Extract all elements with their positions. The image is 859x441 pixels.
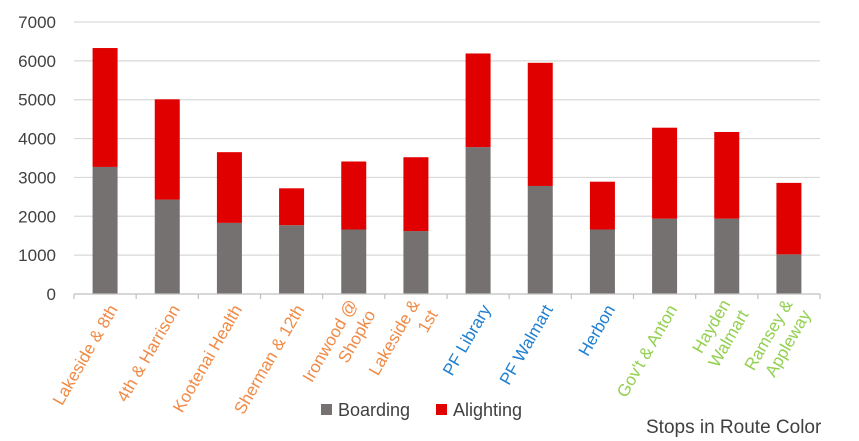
category-label-line: Lakeside & 8th [49, 302, 122, 409]
category-label: Sherman & 12th [230, 302, 308, 418]
bar-alighting [403, 157, 429, 232]
y-tick-label: 4000 [18, 130, 56, 149]
bar-alighting [776, 182, 802, 255]
bar-boarding [279, 225, 305, 294]
bar-alighting [652, 127, 678, 219]
category-label-line: Kootenai Health [169, 302, 246, 416]
legend-label-alighting: Alighting [453, 400, 522, 420]
bar-alighting [589, 181, 615, 230]
y-axis-tick-labels: 0 1000 2000 3000 4000 5000 6000 7000 [18, 13, 56, 304]
bar-boarding [403, 231, 429, 294]
category-label-line: PF Walmart [496, 301, 557, 388]
x-axis-category-ticks [73, 294, 821, 299]
bar-alighting [154, 99, 180, 200]
category-label: Ironwood @Shopko [299, 296, 380, 385]
route-color-note: Stops in Route Color [646, 417, 822, 438]
bar-boarding [714, 218, 740, 294]
y-tick-label: 0 [47, 285, 56, 304]
legend-label-boarding: Boarding [338, 400, 410, 420]
bar-boarding [527, 185, 553, 294]
bar-boarding [216, 222, 242, 294]
legend: Boarding Alighting [321, 400, 522, 420]
y-tick-label: 3000 [18, 168, 56, 187]
y-tick-label: 2000 [18, 207, 56, 226]
bar-boarding [589, 229, 615, 294]
category-label: Kootenai Health [169, 302, 246, 416]
bar-boarding [652, 218, 678, 294]
category-label-line: 4th & Harrison [113, 302, 184, 406]
category-label: Gov't & Anton [613, 302, 681, 401]
bar-alighting [279, 188, 305, 226]
category-label: Ramsey &Appleway [741, 296, 815, 380]
category-label: PF Library [439, 301, 495, 379]
category-label: Lakeside &1st [365, 296, 442, 379]
bar-boarding [776, 254, 802, 294]
category-label-line: Lakeside & [365, 296, 424, 379]
bar-boarding [341, 229, 367, 294]
category-label: Lakeside & 8th [49, 302, 122, 409]
bar-alighting [527, 62, 553, 186]
category-label: 4th & Harrison [113, 302, 184, 406]
category-label: PF Walmart [496, 301, 557, 388]
bar-boarding [154, 199, 180, 294]
legend-swatch-alighting [436, 404, 447, 415]
y-tick-label: 6000 [18, 52, 56, 71]
bar-alighting [92, 48, 118, 167]
y-tick-label: 1000 [18, 246, 56, 265]
category-label-line: Herbon [575, 302, 619, 360]
bar-boarding [465, 147, 491, 294]
category-label-line: PF Library [439, 301, 495, 379]
gridlines [74, 21, 820, 256]
y-tick-label: 7000 [18, 13, 56, 32]
bar-boarding [92, 166, 118, 294]
y-tick-label: 5000 [18, 91, 56, 110]
bar-alighting [714, 131, 740, 219]
bar-alighting [465, 53, 491, 148]
bars [92, 48, 802, 294]
category-label: Herbon [575, 302, 619, 360]
bar-alighting [216, 152, 242, 223]
legend-swatch-boarding [321, 404, 332, 415]
bar-alighting [341, 161, 367, 230]
category-label-line: Gov't & Anton [613, 302, 681, 401]
category-label-line: Sherman & 12th [230, 302, 308, 418]
